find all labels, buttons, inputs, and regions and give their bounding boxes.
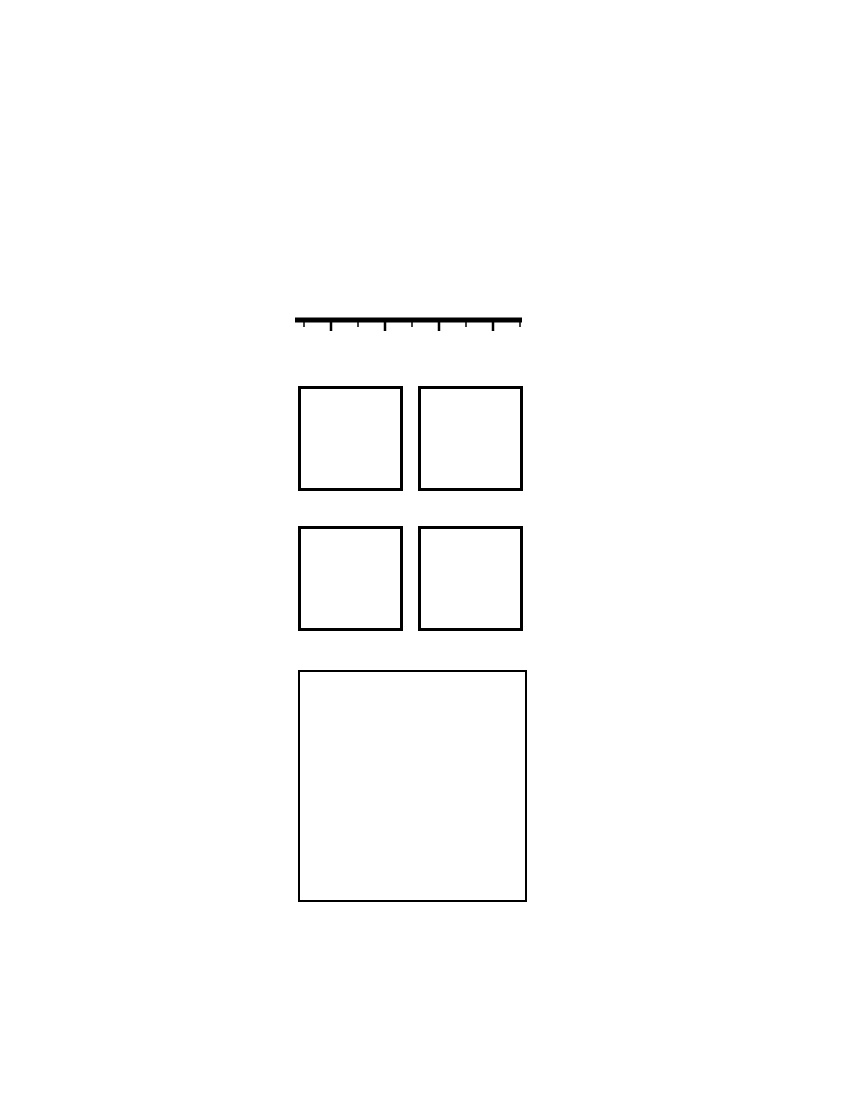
time-axis	[295, 317, 522, 331]
particle-panel-right	[418, 526, 523, 631]
zoom-panel-left	[298, 386, 403, 491]
seismogram-plot	[293, 163, 528, 303]
zoom-waveform-left	[301, 389, 400, 488]
particle-panel-left	[298, 526, 403, 631]
major-tick-marks	[329, 322, 495, 331]
contour-frame	[298, 670, 527, 902]
particle-motion-right	[421, 529, 520, 628]
minor-tick-marks	[303, 322, 521, 327]
contour-canvas	[300, 672, 525, 900]
zoom-panel-right	[418, 386, 523, 491]
particle-motion-left	[301, 529, 400, 628]
zoom-waveform-right	[421, 389, 520, 488]
contour-overlay	[300, 672, 525, 900]
